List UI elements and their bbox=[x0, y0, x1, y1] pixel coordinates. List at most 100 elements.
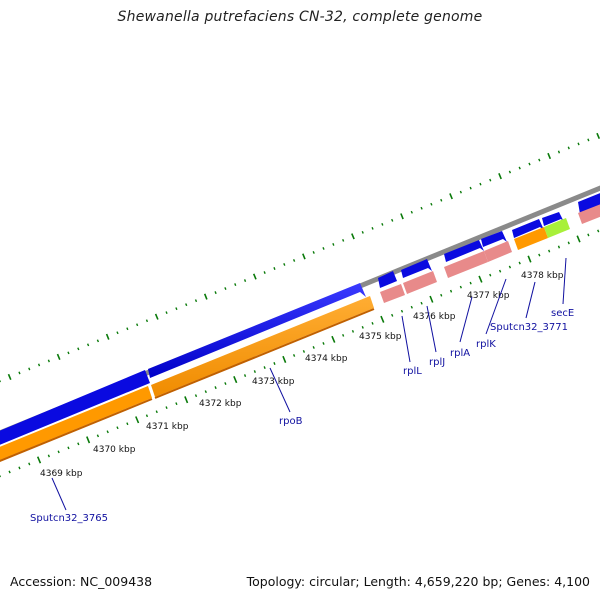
tick-mark bbox=[587, 233, 590, 237]
tick-mark bbox=[234, 283, 237, 286]
tick-mark bbox=[498, 269, 502, 273]
tick-mark bbox=[292, 259, 296, 262]
inner-tick-ring bbox=[0, 229, 600, 478]
kbp-label: 4373 kbp bbox=[252, 377, 295, 387]
orange-feature[interactable] bbox=[514, 227, 548, 250]
tick-mark bbox=[106, 430, 109, 434]
kbp-label: 4377 kbp bbox=[467, 291, 510, 301]
cds-feature-3771[interactable] bbox=[512, 219, 544, 238]
tick-mark bbox=[547, 152, 552, 160]
tick-mark bbox=[440, 198, 443, 202]
tick-mark bbox=[371, 226, 374, 230]
tick-mark bbox=[528, 162, 531, 166]
cds-feature-rplL[interactable] bbox=[378, 271, 399, 288]
tick-mark bbox=[282, 355, 287, 363]
tick-mark bbox=[459, 190, 462, 194]
pink-feature[interactable] bbox=[403, 271, 437, 294]
tick-mark bbox=[96, 434, 100, 438]
pink-feature[interactable] bbox=[484, 241, 512, 262]
gene-label-rplA[interactable]: rplA bbox=[450, 348, 470, 359]
gene-label-rpoB[interactable]: rpoB bbox=[279, 416, 303, 427]
tick-mark bbox=[508, 265, 512, 269]
kbp-label: 4376 kbp bbox=[413, 312, 456, 322]
tick-mark bbox=[165, 406, 168, 410]
tick-mark bbox=[224, 287, 227, 290]
kbp-label: 4371 kbp bbox=[146, 422, 189, 432]
tick-mark bbox=[498, 172, 502, 180]
cds-feature-secE[interactable] bbox=[542, 212, 564, 226]
tick-mark bbox=[489, 178, 492, 182]
tick-mark bbox=[233, 375, 238, 384]
tick-mark bbox=[116, 426, 119, 430]
cds-feature-rplK[interactable] bbox=[481, 231, 507, 247]
tick-mark bbox=[420, 206, 423, 210]
tick-mark bbox=[302, 350, 306, 353]
tick-mark bbox=[77, 442, 80, 446]
tick-mark bbox=[136, 323, 139, 327]
tick-mark bbox=[224, 382, 227, 385]
tick-mark bbox=[557, 150, 561, 154]
forward-cds-track bbox=[0, 185, 600, 453]
tick-mark bbox=[47, 454, 50, 458]
tick-mark bbox=[126, 422, 129, 426]
gene-label-Sputcn32_3765[interactable]: Sputcn32_3765 bbox=[30, 513, 108, 524]
tick-mark bbox=[596, 132, 600, 140]
tick-mark bbox=[420, 301, 423, 305]
orange-feature-rpoB[interactable] bbox=[151, 296, 374, 397]
tick-mark bbox=[126, 327, 129, 331]
tick-mark bbox=[283, 263, 286, 266]
tick-mark bbox=[342, 333, 345, 337]
tick-mark bbox=[371, 321, 374, 325]
gene-label-rplJ[interactable]: rplJ bbox=[429, 357, 445, 368]
tick-mark bbox=[400, 213, 404, 220]
tick-mark bbox=[331, 335, 336, 343]
tick-mark bbox=[28, 462, 31, 466]
kbp-label: 4370 kbp bbox=[93, 445, 136, 455]
gene-label-rplL[interactable]: rplL bbox=[403, 366, 422, 377]
tick-mark bbox=[518, 166, 521, 170]
tick-mark bbox=[175, 307, 178, 311]
tick-mark bbox=[36, 456, 42, 464]
tick-mark bbox=[538, 253, 541, 257]
tick-mark bbox=[518, 261, 521, 265]
cds-feature-rpoB[interactable] bbox=[148, 283, 366, 378]
tick-mark bbox=[154, 313, 159, 320]
tick-mark bbox=[273, 267, 276, 270]
tick-mark bbox=[312, 251, 315, 254]
pink-feature[interactable] bbox=[444, 251, 488, 278]
tick-mark bbox=[469, 281, 472, 285]
tick-mark bbox=[203, 293, 208, 300]
pink-feature[interactable] bbox=[578, 198, 600, 224]
tick-mark bbox=[449, 193, 453, 200]
gene-label-Sputcn32_3771[interactable]: Sputcn32_3771 bbox=[490, 322, 568, 333]
tick-mark bbox=[459, 285, 462, 289]
cds-feature-rplA[interactable] bbox=[444, 240, 484, 262]
kbp-labels: 4369 kbp 4370 kbp 4371 kbp 4372 kbp 4373… bbox=[40, 271, 564, 479]
tick-mark bbox=[312, 346, 315, 349]
tick-mark bbox=[380, 315, 385, 323]
pink-feature[interactable] bbox=[380, 284, 405, 303]
kbp-label: 4372 kbp bbox=[199, 399, 242, 409]
tick-mark bbox=[440, 293, 443, 297]
gene-label-rplK[interactable]: rplK bbox=[476, 339, 496, 350]
tick-mark bbox=[194, 394, 198, 398]
cds-feature[interactable] bbox=[578, 185, 600, 214]
tick-mark bbox=[587, 138, 590, 142]
tick-mark bbox=[77, 347, 80, 351]
gene-label-secE[interactable]: secE bbox=[551, 308, 574, 319]
orange-feature[interactable] bbox=[0, 386, 152, 468]
cds-feature-rplJ[interactable] bbox=[401, 259, 432, 278]
green-feature-secE[interactable] bbox=[544, 218, 570, 238]
cds-feature[interactable] bbox=[0, 370, 150, 453]
tick-mark bbox=[449, 289, 453, 293]
tick-mark bbox=[557, 245, 561, 249]
tick-mark bbox=[86, 343, 90, 347]
tick-mark bbox=[548, 249, 551, 253]
tick-mark bbox=[479, 182, 482, 186]
tick-mark bbox=[489, 273, 492, 277]
tick-mark bbox=[410, 305, 413, 309]
tick-mark bbox=[57, 450, 60, 454]
tick-mark bbox=[194, 299, 198, 303]
tick-mark bbox=[361, 230, 364, 234]
